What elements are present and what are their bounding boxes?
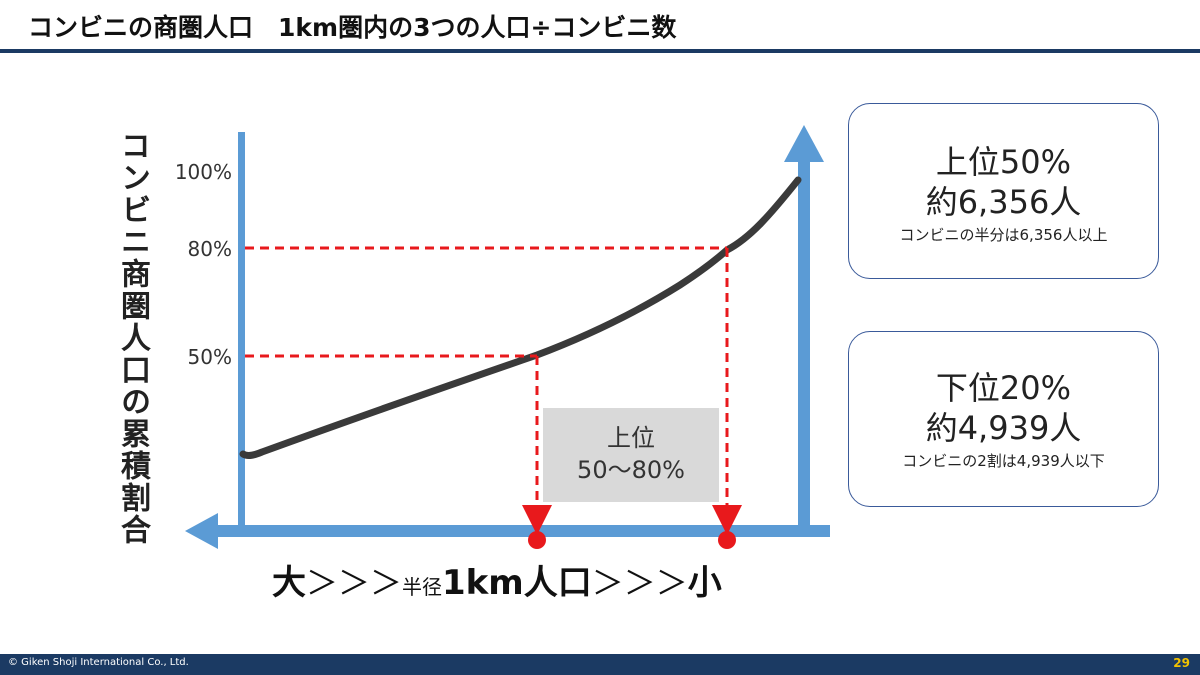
info-box-top50-note: コンビニの半分は6,356人以上	[899, 226, 1108, 244]
cumulative-curve	[239, 176, 802, 459]
info-box-top50-value: 約6,356人	[925, 183, 1082, 221]
callout-line2: 50〜80%	[577, 456, 685, 484]
x-axis-label: 大＞＞＞半径1km人口＞＞＞小	[272, 555, 722, 604]
marker-dot-50	[528, 531, 546, 549]
y-tick-80: 80%	[187, 237, 232, 261]
info-box-top50-title: 上位50%	[935, 143, 1072, 181]
y-tick-100: 100%	[174, 160, 232, 184]
x-axis-small: 半径	[402, 575, 443, 599]
page-number: 29	[1173, 656, 1190, 670]
footer-bar: © Giken Shoji International Co., Ltd. 29	[0, 654, 1200, 675]
x-axis-right: 小	[687, 563, 722, 603]
y-axis-label: コンビニ商圏人口の累積割合	[115, 130, 150, 546]
info-box-bottom20-title: 下位20%	[935, 369, 1072, 407]
info-box-bottom20-value: 約4,939人	[925, 409, 1082, 447]
y-axis-line	[238, 132, 245, 532]
range-callout: 上位 50〜80%	[543, 408, 719, 502]
title-divider	[0, 49, 1200, 53]
info-box-bottom20-note: コンビニの2割は4,939人以下	[902, 452, 1105, 470]
x-axis-arrows-left: ＞＞＞	[306, 564, 403, 602]
copyright-text: © Giken Shoji International Co., Ltd.	[8, 657, 189, 668]
left-arrow-head	[185, 513, 218, 549]
info-box-bottom20: 下位20% 約4,939人 コンビニの2割は4,939人以下	[848, 331, 1159, 507]
callout-line1: 上位	[607, 424, 655, 452]
up-arrow-head	[784, 125, 824, 162]
right-axis-line	[798, 160, 810, 530]
x-axis-arrows-right: ＞＞＞	[591, 564, 688, 602]
marker-dot-80	[718, 531, 736, 549]
y-tick-50: 50%	[187, 345, 232, 369]
x-axis-line	[215, 525, 830, 537]
info-box-top50: 上位50% 約6,356人 コンビニの半分は6,356人以上	[848, 103, 1159, 279]
page-title: コンビニの商圏人口 1km圏内の3つの人口÷コンビニ数	[28, 13, 677, 42]
x-axis-left: 大	[272, 563, 306, 603]
x-axis-middle: 1km人口	[442, 563, 592, 603]
